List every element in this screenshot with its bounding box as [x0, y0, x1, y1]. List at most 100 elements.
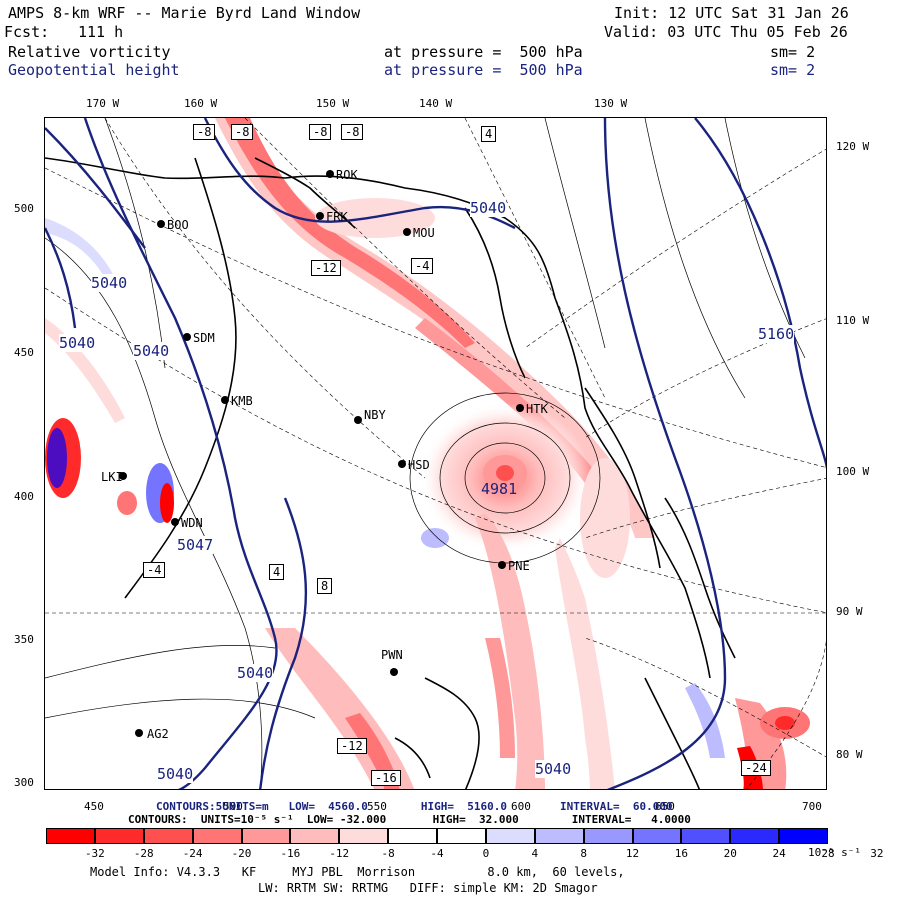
station-label: SDM: [193, 331, 215, 345]
colorbar-tick: 0: [482, 847, 490, 860]
top-lon-label: 170 W: [86, 97, 120, 110]
height-label: 5040: [59, 334, 96, 352]
field2-sm: sm= 2: [770, 61, 816, 79]
station-label: PWN: [381, 648, 403, 662]
vorticity-contour-info: CONTOURS: UNITS=10⁻⁵ s⁻¹ LOW= -32.000 HI…: [128, 813, 691, 826]
station-label: AG2: [147, 727, 169, 741]
station-label: KMB: [231, 394, 253, 408]
vort-label: -8: [341, 124, 364, 140]
station-label: HSD: [408, 458, 430, 472]
colorbar-tick: -8: [381, 847, 395, 860]
station-marker: [183, 333, 191, 341]
right-lon-label: 120 W: [836, 140, 870, 153]
top-lon-label: 130 W: [594, 97, 628, 110]
station-marker: [157, 220, 165, 228]
colorbar-tick: -4: [430, 847, 444, 860]
colorbar-tick: -28: [133, 847, 154, 860]
colorbar-tick: 32: [870, 847, 884, 860]
colorbar-swatch: [730, 828, 780, 844]
colorbar-swatch: [388, 828, 437, 844]
colorbar-swatch: [94, 828, 144, 844]
colorbar-swatch: [681, 828, 731, 844]
bottom-axis-label: 550: [367, 800, 387, 813]
height-label: 5160: [758, 325, 795, 343]
colorbar-swatch: [534, 828, 584, 844]
colorbar-unit: 10⁻⁵ s⁻¹: [808, 846, 861, 859]
station-marker: [316, 212, 324, 220]
colorbar-tick: 12: [625, 847, 640, 860]
height-label: 5047: [177, 536, 214, 554]
station-marker: [498, 561, 506, 569]
station-label: NBY: [364, 408, 386, 422]
height-contour-info: CONTOURS:5UNITS=m LOW= 4560.0 HIGH= 5160…: [156, 800, 673, 813]
forecast-hour: 111 h: [78, 23, 124, 41]
vort-label: -12: [337, 738, 367, 754]
graticule: [45, 118, 826, 789]
height-label: 5040: [91, 274, 128, 292]
station-marker: [403, 228, 411, 236]
colorbar-tick: 8: [580, 847, 587, 860]
vort-label: -8: [193, 124, 216, 140]
colorbar-swatch: [241, 828, 291, 844]
height-label: 5040: [237, 664, 274, 682]
forecast-label: Fcst:: [4, 23, 50, 41]
field2-level: at pressure = 500 hPa: [384, 61, 583, 79]
colorbar-swatch: [339, 828, 389, 844]
colorbar-tick: 4: [531, 847, 539, 860]
station-marker: [398, 460, 406, 468]
station-label: HTK: [526, 402, 548, 416]
top-lon-label: 150 W: [316, 97, 350, 110]
vort-label: -4: [411, 258, 434, 274]
colorbar-tick: -24: [182, 847, 203, 860]
colorbar-tick: 16: [674, 847, 688, 860]
height-label: 5040: [470, 199, 507, 217]
station-marker: [135, 729, 143, 737]
colorbar-swatch: [583, 828, 633, 844]
colorbar-tick: 20: [723, 847, 737, 860]
colorbar-tick: -20: [231, 847, 252, 860]
colorbar-swatch: [143, 828, 193, 844]
field2-name: Geopotential height: [8, 61, 180, 79]
colorbar-tick: -12: [329, 847, 350, 860]
station-markers: [119, 170, 524, 737]
bottom-axis-label: 600: [511, 800, 531, 813]
station-label: ROK: [336, 168, 358, 182]
station-marker: [119, 472, 127, 480]
height-label: 4981: [481, 480, 518, 498]
valid-time: Valid: 03 UTC Thu 05 Feb 26: [604, 23, 848, 41]
bottom-axis-label: 700: [802, 800, 822, 813]
bottom-axis-label: 450: [84, 800, 104, 813]
vort-label: -8: [309, 124, 332, 140]
right-lon-label: 110 W: [836, 314, 870, 327]
station-label: BOO: [167, 218, 189, 232]
station-marker: [221, 396, 229, 404]
right-lon-label: 90 W: [836, 605, 863, 618]
colorbar-tick: -16: [280, 847, 301, 860]
bottom-axis-label: 500: [223, 800, 243, 813]
station-label: FRK: [326, 210, 348, 224]
vorticity-shading: [45, 118, 810, 789]
vort-label: -12: [311, 260, 341, 276]
map-title: AMPS 8-km WRF -- Marie Byrd Land Window: [8, 4, 361, 22]
colorbar-swatch: [46, 828, 95, 844]
colorbar-tick: -32: [84, 847, 105, 860]
top-lon-label: 140 W: [419, 97, 453, 110]
map-panel[interactable]: BOO FRK ROK MOU SDM KMB NBY HTK HSD LKI …: [44, 117, 827, 790]
colorbar-swatch: [779, 828, 828, 844]
field1-sm: sm= 2: [770, 43, 816, 61]
left-axis-label: 350: [14, 633, 34, 646]
map-canvas: [45, 118, 826, 789]
station-label: PNE: [508, 559, 530, 573]
vort-label: -24: [741, 760, 771, 776]
station-marker: [516, 404, 524, 412]
vort-label: -16: [371, 770, 401, 786]
station-marker: [326, 170, 334, 178]
colorbar-tick: 24: [772, 847, 786, 860]
vort-label: 4: [481, 126, 497, 142]
left-axis-label: 500: [14, 202, 34, 215]
left-axis-label: 450: [14, 346, 34, 359]
vort-label: 8: [317, 578, 333, 594]
colorbar-swatch: [632, 828, 682, 844]
station-marker: [354, 416, 362, 424]
right-lon-label: 80 W: [836, 748, 863, 761]
